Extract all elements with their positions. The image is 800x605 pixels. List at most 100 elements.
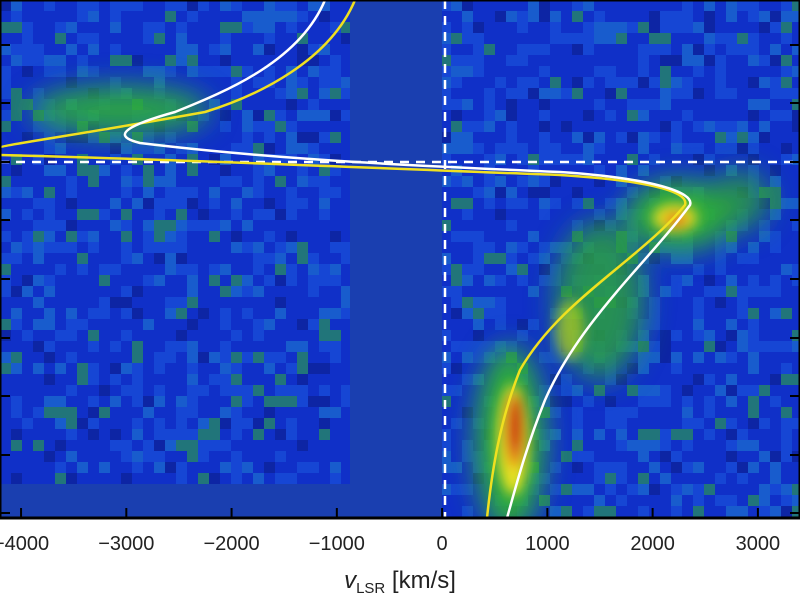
noise-cell xyxy=(539,242,550,253)
noise-cell xyxy=(99,165,110,176)
noise-cell xyxy=(22,187,33,198)
noise-cell xyxy=(660,77,671,88)
noise-cell xyxy=(737,473,748,484)
noise-cell xyxy=(781,418,792,429)
noise-cell xyxy=(330,407,341,418)
noise-cell xyxy=(253,209,264,220)
noise-cell xyxy=(506,187,517,198)
noise-cell xyxy=(539,352,550,363)
noise-cell xyxy=(66,385,77,396)
noise-cell xyxy=(55,165,66,176)
noise-cell xyxy=(550,22,561,33)
noise-cell xyxy=(154,33,165,44)
noise-cell xyxy=(550,352,561,363)
noise-cell xyxy=(770,77,781,88)
noise-cell xyxy=(726,506,737,517)
noise-cell xyxy=(187,44,198,55)
noise-cell xyxy=(297,385,308,396)
noise-cell xyxy=(330,473,341,484)
noise-cell xyxy=(341,33,352,44)
noise-cell xyxy=(55,462,66,473)
noise-cell xyxy=(165,220,176,231)
noise-cell xyxy=(132,352,143,363)
noise-cell xyxy=(627,187,638,198)
noise-cell xyxy=(594,99,605,110)
noise-cell xyxy=(297,11,308,22)
noise-cell xyxy=(704,0,715,11)
noise-cell xyxy=(308,176,319,187)
noise-cell xyxy=(319,264,330,275)
noise-cell xyxy=(693,319,704,330)
noise-cell xyxy=(715,33,726,44)
noise-cell xyxy=(539,110,550,121)
noise-cell xyxy=(451,121,462,132)
noise-cell xyxy=(726,88,737,99)
noise-cell xyxy=(473,231,484,242)
noise-cell xyxy=(242,352,253,363)
noise-cell xyxy=(451,77,462,88)
noise-cell xyxy=(660,88,671,99)
noise-cell xyxy=(605,506,616,517)
noise-cell xyxy=(165,297,176,308)
noise-cell xyxy=(110,297,121,308)
noise-cell xyxy=(693,154,704,165)
noise-cell xyxy=(77,165,88,176)
x-axis: −4000 −3000 −2000 −1000 0 1000 2000 3000 xyxy=(0,508,780,555)
noise-cell xyxy=(726,121,737,132)
noise-cell xyxy=(649,11,660,22)
noise-cell xyxy=(187,352,198,363)
noise-cell xyxy=(253,22,264,33)
noise-cell xyxy=(176,33,187,44)
noise-cell xyxy=(605,77,616,88)
noise-cell xyxy=(638,165,649,176)
noise-cell xyxy=(539,0,550,11)
noise-cell xyxy=(209,440,220,451)
noise-cell xyxy=(286,187,297,198)
noise-cell xyxy=(649,396,660,407)
noise-cell xyxy=(671,462,682,473)
noise-cell xyxy=(22,33,33,44)
noise-cell xyxy=(286,363,297,374)
noise-cell xyxy=(440,154,451,165)
noise-cell xyxy=(209,418,220,429)
noise-cell xyxy=(539,407,550,418)
noise-cell xyxy=(572,33,583,44)
noise-cell xyxy=(55,473,66,484)
noise-cell xyxy=(330,66,341,77)
noise-cell xyxy=(44,341,55,352)
noise-cell xyxy=(451,341,462,352)
noise-cell xyxy=(737,44,748,55)
noise-cell xyxy=(561,451,572,462)
noise-cell xyxy=(253,44,264,55)
noise-cell xyxy=(770,308,781,319)
noise-cell xyxy=(561,506,572,517)
noise-cell xyxy=(297,77,308,88)
noise-cell xyxy=(242,462,253,473)
noise-cell xyxy=(660,33,671,44)
noise-cell xyxy=(33,253,44,264)
noise-cell xyxy=(506,11,517,22)
noise-cell xyxy=(660,66,671,77)
noise-cell xyxy=(110,363,121,374)
noise-cell xyxy=(792,198,800,209)
noise-cell xyxy=(231,242,242,253)
noise-cell xyxy=(550,506,561,517)
noise-cell xyxy=(121,55,132,66)
noise-cell xyxy=(649,99,660,110)
noise-cell xyxy=(286,385,297,396)
noise-cell xyxy=(539,495,550,506)
noise-cell xyxy=(286,418,297,429)
noise-cell xyxy=(627,385,638,396)
noise-cell xyxy=(704,121,715,132)
noise-cell xyxy=(682,385,693,396)
noise-cell xyxy=(484,275,495,286)
noise-cell xyxy=(539,88,550,99)
noise-cell xyxy=(748,407,759,418)
noise-cell xyxy=(638,77,649,88)
noise-cell xyxy=(781,11,792,22)
noise-cell xyxy=(242,308,253,319)
noise-cell xyxy=(726,451,737,462)
noise-cell xyxy=(748,253,759,264)
noise-cell xyxy=(748,495,759,506)
